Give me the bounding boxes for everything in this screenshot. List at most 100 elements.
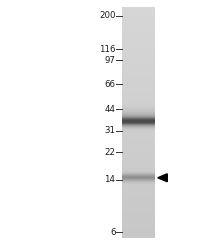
- Bar: [122, 236, 155, 237]
- Bar: [122, 116, 155, 117]
- Bar: [122, 111, 155, 112]
- Bar: [122, 26, 155, 27]
- Bar: [122, 231, 155, 232]
- Bar: [122, 217, 155, 218]
- Bar: [122, 124, 155, 125]
- Bar: [122, 106, 155, 107]
- Bar: [122, 181, 155, 182]
- Bar: [122, 213, 155, 214]
- Bar: [122, 184, 155, 185]
- Bar: [122, 113, 155, 114]
- Bar: [122, 74, 155, 75]
- Bar: [122, 19, 155, 20]
- Bar: [122, 154, 155, 155]
- Bar: [122, 161, 155, 162]
- Bar: [122, 170, 155, 171]
- Bar: [122, 31, 155, 32]
- Bar: [122, 21, 155, 22]
- Bar: [122, 63, 155, 64]
- Bar: [122, 108, 155, 109]
- Bar: [122, 115, 155, 116]
- Bar: [122, 178, 155, 179]
- Bar: [122, 170, 155, 171]
- Bar: [122, 120, 155, 121]
- Bar: [122, 27, 155, 28]
- Bar: [122, 222, 155, 223]
- Bar: [122, 214, 155, 215]
- Bar: [122, 226, 155, 227]
- Bar: [122, 166, 155, 167]
- Bar: [122, 143, 155, 144]
- Bar: [122, 133, 155, 134]
- Bar: [122, 134, 155, 135]
- Bar: [122, 89, 155, 90]
- Bar: [122, 25, 155, 26]
- Bar: [122, 82, 155, 83]
- Bar: [122, 149, 155, 150]
- Bar: [122, 56, 155, 57]
- Bar: [122, 139, 155, 140]
- Bar: [122, 27, 155, 28]
- Bar: [122, 150, 155, 151]
- Bar: [122, 44, 155, 45]
- Bar: [122, 227, 155, 228]
- Bar: [122, 62, 155, 63]
- Polygon shape: [158, 174, 167, 182]
- Bar: [122, 155, 155, 156]
- Bar: [122, 177, 155, 178]
- Bar: [122, 152, 155, 153]
- Bar: [122, 70, 155, 71]
- Bar: [122, 221, 155, 222]
- Bar: [122, 117, 155, 118]
- Bar: [122, 189, 155, 190]
- Bar: [122, 52, 155, 53]
- Bar: [122, 102, 155, 103]
- Bar: [122, 51, 155, 52]
- Bar: [122, 45, 155, 46]
- Bar: [122, 172, 155, 173]
- Bar: [122, 8, 155, 9]
- Bar: [122, 14, 155, 15]
- Bar: [122, 188, 155, 189]
- Bar: [122, 140, 155, 141]
- Bar: [122, 173, 155, 174]
- Bar: [122, 123, 155, 124]
- Bar: [122, 95, 155, 96]
- Bar: [122, 183, 155, 184]
- Bar: [122, 231, 155, 232]
- Bar: [122, 39, 155, 40]
- Bar: [122, 203, 155, 204]
- Bar: [122, 124, 155, 125]
- Bar: [122, 152, 155, 153]
- Bar: [122, 19, 155, 20]
- Bar: [122, 129, 155, 130]
- Bar: [122, 215, 155, 216]
- Bar: [122, 11, 155, 12]
- Bar: [122, 32, 155, 33]
- Bar: [122, 36, 155, 37]
- Bar: [122, 229, 155, 230]
- Bar: [122, 126, 155, 127]
- Bar: [122, 94, 155, 95]
- Bar: [122, 218, 155, 219]
- Bar: [122, 131, 155, 132]
- Bar: [122, 43, 155, 44]
- Bar: [122, 91, 155, 92]
- Bar: [122, 144, 155, 145]
- Bar: [122, 176, 155, 177]
- Bar: [122, 180, 155, 181]
- Bar: [122, 237, 155, 238]
- Bar: [122, 7, 155, 8]
- Bar: [122, 232, 155, 233]
- Bar: [122, 99, 155, 100]
- Bar: [122, 12, 155, 13]
- Bar: [122, 118, 155, 119]
- Bar: [122, 159, 155, 160]
- Bar: [122, 137, 155, 138]
- Bar: [122, 201, 155, 202]
- Bar: [122, 24, 155, 25]
- Bar: [122, 66, 155, 67]
- Bar: [122, 196, 155, 197]
- Bar: [122, 206, 155, 207]
- Bar: [122, 98, 155, 99]
